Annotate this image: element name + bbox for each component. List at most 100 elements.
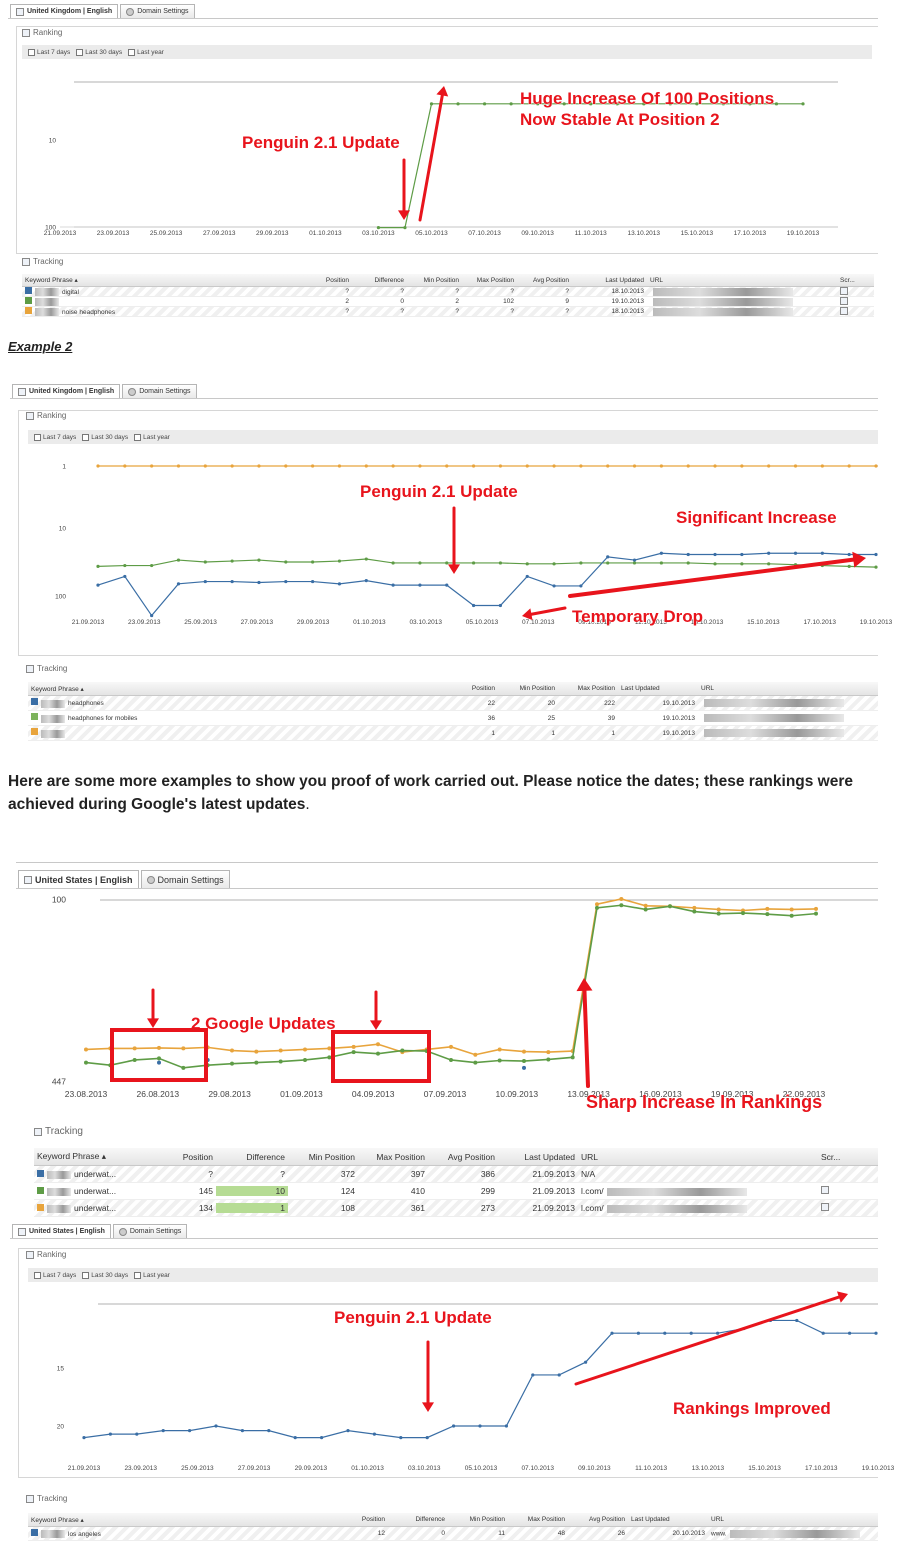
table-row[interactable]: underwat... 134 1 108 361 273 21.09.2013 l.com/ <box>34 1200 878 1217</box>
column-header[interactable]: Avg Position <box>447 1151 495 1162</box>
camera-icon[interactable] <box>840 286 848 295</box>
data-point <box>391 583 395 587</box>
table-row[interactable]: headphones for mobiles 36 25 39 19.10.2013 <box>28 711 878 726</box>
column-header[interactable]: Scr... <box>840 276 855 284</box>
column-header[interactable]: Position <box>325 276 349 284</box>
tab-domain-settings[interactable]: Domain Settings <box>120 4 195 18</box>
keyword-text: underwat... <box>74 1203 117 1213</box>
data-point <box>552 562 556 566</box>
column-header[interactable]: Min Position <box>519 685 555 692</box>
x-tick-label: 05.10.2013 <box>415 230 448 237</box>
last-7-days-button[interactable]: Last 7 days <box>34 433 76 441</box>
tab-domain-settings[interactable]: Domain Settings <box>122 384 197 398</box>
redacted-url <box>704 729 844 737</box>
tab-united-kingdom-english[interactable]: United Kingdom | English <box>12 384 121 398</box>
max-cell: 48 <box>557 1530 565 1537</box>
x-tick-label: 07.10.2013 <box>522 619 555 626</box>
table-row[interactable]: 2 0 2 102 9 19.10.2013 <box>22 296 874 307</box>
column-header[interactable]: Max Position <box>376 1151 425 1162</box>
table-header: Keyword Phrase ▴ Position Min Position Max … <box>28 682 878 696</box>
data-point <box>203 579 207 584</box>
column-header[interactable]: Keyword Phrase ▴ <box>31 1516 84 1524</box>
column-header[interactable]: Difference <box>415 1516 445 1523</box>
updated-cell: 21.09.2013 <box>532 1169 575 1179</box>
data-point <box>188 1429 192 1433</box>
column-header[interactable]: Position <box>182 1151 213 1162</box>
url-cell[interactable]: N/A <box>578 1169 818 1179</box>
last-30-days-button[interactable]: Last 30 days <box>82 433 128 441</box>
table-row[interactable]: los angeles 12 0 11 48 26 20.10.2013 www. <box>28 1527 878 1541</box>
table-row[interactable]: 1 1 1 19.10.2013 <box>28 726 878 741</box>
camera-icon[interactable] <box>821 1186 829 1194</box>
last-7-days-button[interactable]: Last 7 days <box>28 48 70 56</box>
column-header[interactable]: Last Updated <box>621 685 660 692</box>
column-header[interactable]: Min Position <box>423 276 459 284</box>
column-header[interactable]: Difference <box>246 1151 285 1162</box>
column-header[interactable]: Max Position <box>476 276 514 284</box>
screenshot-cell[interactable] <box>818 1186 858 1196</box>
screenshot-cell[interactable] <box>837 286 867 297</box>
column-header[interactable]: Keyword Phrase ▴ <box>37 1151 106 1161</box>
column-header[interactable]: Min Position <box>469 1516 505 1523</box>
table-row[interactable]: noise headphones????? 18.10.2013 <box>22 306 874 317</box>
screenshot-cell[interactable] <box>837 296 867 307</box>
camera-icon[interactable] <box>840 296 848 305</box>
keyword-cell: los angeles <box>28 1528 328 1539</box>
keyword-text: headphones for mobiles <box>68 715 138 723</box>
last-30-days-button[interactable]: Last 30 days <box>76 48 122 56</box>
screenshot-cell[interactable] <box>818 1203 858 1213</box>
url-cell[interactable] <box>698 699 868 707</box>
url-cell[interactable]: l.com/ <box>578 1186 818 1196</box>
keyword-cell: headphones for mobiles <box>28 713 438 723</box>
column-header[interactable]: Difference <box>374 276 404 284</box>
url-cell[interactable] <box>698 714 868 722</box>
tab-united-states-english[interactable]: United States | English <box>12 1224 111 1238</box>
screenshot-cell[interactable] <box>837 306 867 317</box>
last-7-days-button[interactable]: Last 7 days <box>34 1271 76 1279</box>
data-point <box>820 464 824 468</box>
y-tick-label: 1 <box>62 464 66 471</box>
last-year-button[interactable]: Last year <box>134 1271 170 1279</box>
column-header[interactable]: Position <box>471 685 495 692</box>
url-cell[interactable]: l.com/ <box>578 1203 818 1213</box>
column-header[interactable]: Keyword Phrase ▴ <box>31 685 84 693</box>
url-cell[interactable]: www. <box>708 1529 868 1538</box>
column-header[interactable]: URL <box>711 1516 725 1523</box>
column-header[interactable]: Keyword Phrase ▴ <box>25 277 78 284</box>
url-cell[interactable] <box>647 307 837 316</box>
last-year-button[interactable]: Last year <box>128 48 164 56</box>
tab-united-kingdom-english[interactable]: United Kingdom | English <box>10 4 119 18</box>
table-row[interactable]: headphones 22 20 222 19.10.2013 <box>28 696 878 711</box>
table-row[interactable]: underwat...?? 372 397 386 21.09.2013 N/A <box>34 1166 878 1183</box>
highlight-box <box>110 1028 208 1082</box>
column-header[interactable]: URL <box>701 685 715 692</box>
data-point <box>552 464 556 468</box>
tab-united-states-english[interactable]: United States | English <box>18 870 139 888</box>
column-header[interactable]: Min Position <box>308 1151 355 1162</box>
max-cell: 102 <box>503 298 514 305</box>
table-row[interactable]: underwat... 145 10 124 410 299 21.09.2013 l.com… <box>34 1183 878 1200</box>
tab-domain-settings[interactable]: Domain Settings <box>112 1224 188 1238</box>
url-cell[interactable] <box>647 297 837 306</box>
column-header[interactable]: Last Updated <box>524 1151 575 1162</box>
column-header[interactable]: Position <box>361 1516 385 1523</box>
column-header[interactable]: URL <box>650 276 664 284</box>
column-header[interactable]: Scr... <box>821 1151 841 1162</box>
data-point <box>96 583 100 587</box>
column-header[interactable]: Last Updated <box>605 276 644 284</box>
url-cell[interactable] <box>698 729 868 737</box>
last-year-button[interactable]: Last year <box>134 433 170 441</box>
url-text: l.com/ <box>581 1203 604 1213</box>
camera-icon[interactable] <box>821 1203 829 1211</box>
column-header[interactable]: URL <box>581 1151 599 1162</box>
column-header[interactable]: Avg Position <box>588 1516 625 1523</box>
last-30-days-button[interactable]: Last 30 days <box>82 1271 128 1279</box>
column-header[interactable]: Max Position <box>527 1516 565 1523</box>
url-cell[interactable] <box>647 287 837 296</box>
column-header[interactable]: Last Updated <box>631 1516 670 1523</box>
tab-domain-settings[interactable]: Domain Settings <box>140 870 230 888</box>
column-header[interactable]: Avg Position <box>532 276 569 284</box>
table-row[interactable]: digital????? 18.10.2013 <box>22 286 874 297</box>
camera-icon[interactable] <box>840 306 848 315</box>
column-header[interactable]: Max Position <box>577 685 615 692</box>
